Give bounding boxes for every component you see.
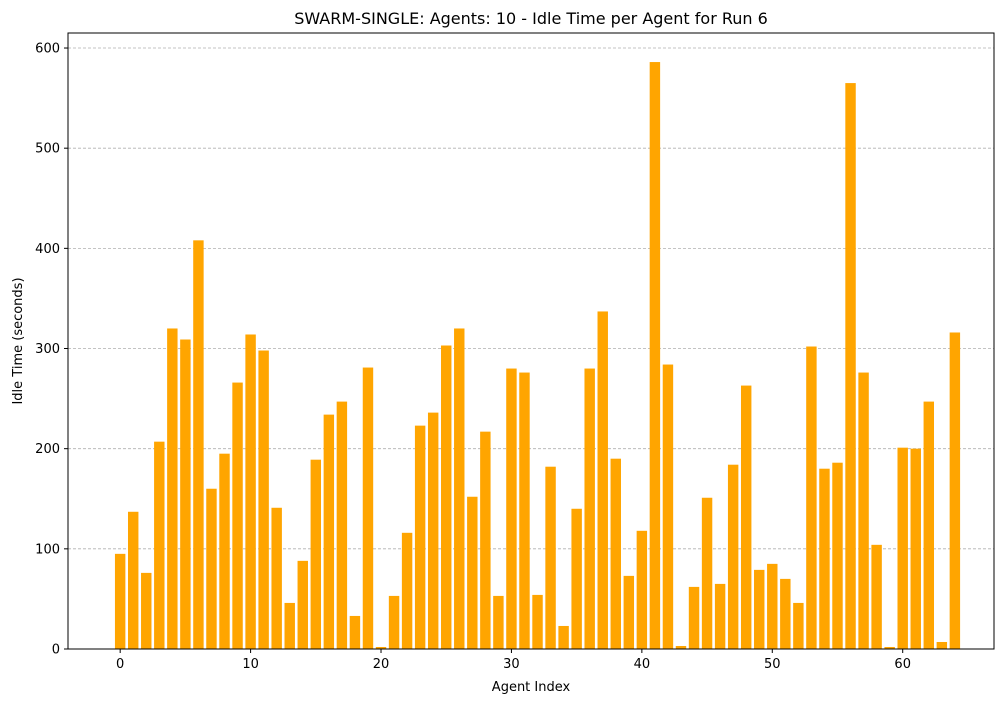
bar	[454, 328, 465, 649]
bars	[114, 62, 961, 649]
bar	[154, 441, 165, 649]
x-axis-label: Agent Index	[492, 680, 571, 695]
bar	[388, 595, 400, 649]
bar	[688, 586, 700, 649]
bar	[740, 385, 752, 649]
bar	[427, 412, 439, 649]
bar	[623, 575, 635, 649]
bar	[806, 346, 817, 649]
bar	[271, 507, 282, 649]
y-tick-label: 0	[52, 643, 60, 658]
bar	[767, 563, 778, 649]
bar	[167, 328, 178, 649]
bar	[754, 569, 765, 649]
bar	[701, 497, 713, 649]
y-tick-label: 400	[35, 242, 60, 257]
bar	[558, 625, 569, 649]
chart-title: SWARM-SINGLE: Agents: 10 - Idle Time per…	[294, 9, 768, 28]
bar	[258, 350, 269, 649]
bar	[245, 334, 256, 649]
bar	[114, 553, 126, 649]
bar	[936, 641, 948, 649]
bar	[584, 368, 595, 649]
bar	[662, 364, 674, 649]
bar	[793, 602, 804, 649]
x-tick-label: 10	[242, 657, 259, 672]
x-tick-label: 40	[634, 657, 651, 672]
bar	[284, 602, 295, 649]
bar	[636, 530, 648, 649]
y-tick-label: 200	[35, 442, 60, 457]
bar	[819, 468, 830, 649]
x-tick-label: 0	[116, 657, 124, 672]
bar	[949, 332, 961, 649]
bar	[232, 382, 243, 649]
y-tick-label: 100	[35, 542, 60, 557]
bar	[649, 62, 661, 649]
y-tick-label: 500	[35, 142, 60, 157]
bar	[727, 464, 739, 649]
bar	[610, 458, 621, 649]
bar	[597, 311, 608, 649]
bar	[884, 646, 895, 649]
plot-frame	[67, 32, 995, 650]
bar	[571, 508, 582, 649]
bar	[506, 368, 517, 649]
bar	[362, 367, 374, 649]
bar	[532, 594, 543, 649]
y-tick-label: 600	[35, 42, 60, 57]
bar	[845, 83, 856, 649]
bar	[323, 414, 335, 649]
x-tick-label: 20	[373, 657, 390, 672]
bar	[545, 466, 556, 649]
bar	[714, 583, 726, 649]
bar	[206, 488, 217, 649]
bar	[675, 645, 687, 649]
bar	[127, 511, 139, 649]
bar	[910, 448, 921, 649]
bar	[519, 372, 530, 649]
x-tick-label: 30	[503, 657, 520, 672]
bar	[832, 462, 843, 649]
bar	[414, 425, 426, 649]
x-tick-label: 50	[764, 657, 781, 672]
bar	[180, 339, 191, 649]
bar	[401, 532, 413, 649]
bar	[141, 572, 152, 649]
bar	[897, 447, 908, 649]
bar	[310, 459, 322, 649]
bar	[780, 578, 791, 649]
x-tick-label: 60	[894, 657, 911, 672]
x-axis-ticks: 0 10 20 30 40 50 60	[116, 649, 911, 672]
bar	[349, 615, 361, 649]
bar	[871, 544, 882, 649]
bar	[336, 401, 348, 649]
bar	[467, 496, 478, 649]
bar	[493, 595, 504, 649]
y-axis-label: Idle Time (seconds)	[11, 277, 26, 404]
bar	[923, 401, 935, 649]
bar	[480, 431, 491, 649]
y-axis-ticks: 0 100 200 300 400 500 600	[35, 42, 68, 658]
bar	[375, 646, 387, 649]
bar	[219, 453, 230, 649]
bar	[441, 345, 452, 649]
bar	[193, 240, 204, 649]
y-tick-label: 300	[35, 342, 60, 357]
bar	[858, 372, 869, 649]
bar	[297, 560, 308, 649]
